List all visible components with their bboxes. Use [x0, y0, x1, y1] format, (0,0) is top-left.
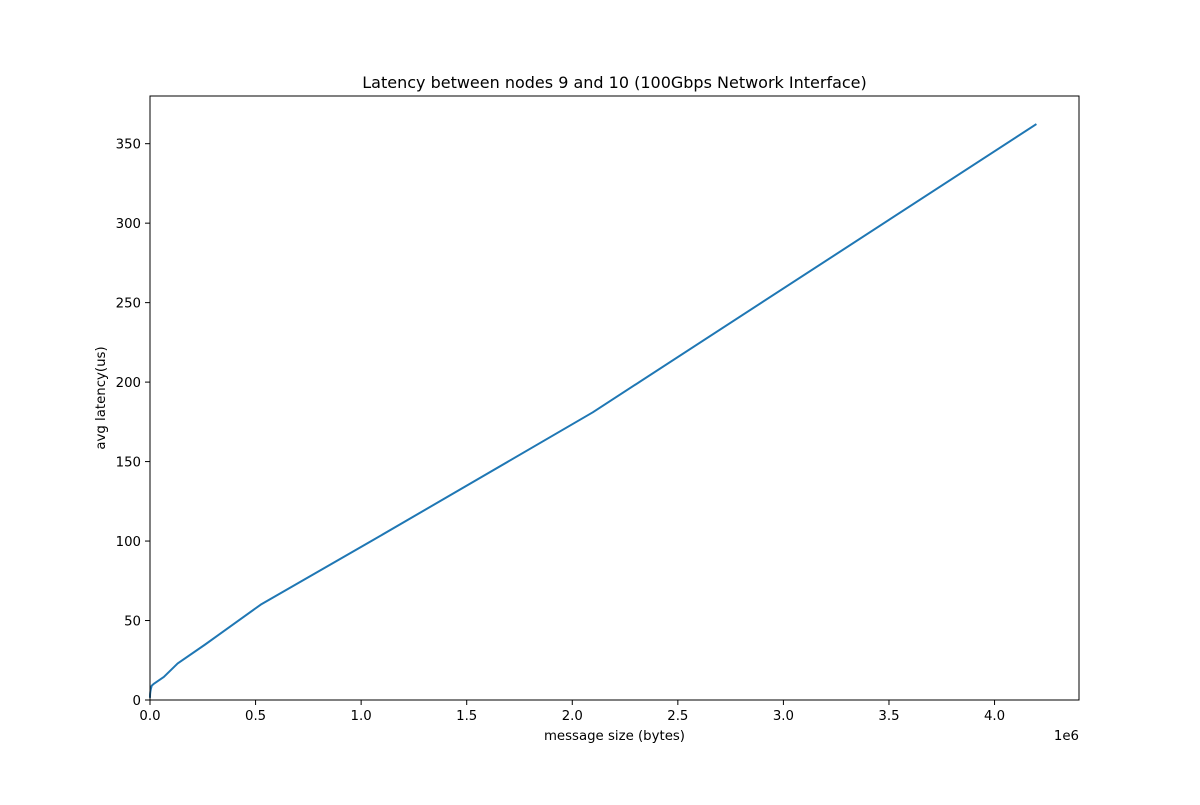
y-tick-label: 150: [116, 456, 141, 471]
plot-frame: [149, 95, 1080, 701]
x-axis: 0.0 0.5 1.0 1.5 2.0 2.5 3.0 3.5 4.0: [139, 700, 1005, 724]
x-tick-label: 3.0: [773, 709, 794, 724]
y-tick-label: 200: [116, 376, 141, 391]
x-tick-label: 2.5: [667, 709, 688, 724]
y-tick-label: 250: [116, 297, 141, 312]
x-axis-label: message size (bytes): [544, 729, 685, 744]
x-tick-label: 1.0: [351, 709, 372, 724]
x-axis-offset-label: 1e6: [1054, 729, 1079, 744]
x-tick-label: 0.5: [245, 709, 266, 724]
y-tick-label: 350: [116, 138, 141, 153]
x-tick-label: 2.0: [562, 709, 583, 724]
x-tick-label: 0.0: [139, 709, 160, 724]
x-tick-label: 3.5: [878, 709, 899, 724]
y-tick-label: 0: [133, 694, 141, 709]
y-axis-label: avg latency(us): [94, 346, 109, 449]
y-tick-label: 50: [124, 615, 141, 630]
y-tick-label: 300: [116, 217, 141, 232]
x-tick-label: 4.0: [984, 709, 1005, 724]
chart-title: Latency between nodes 9 and 10 (100Gbps …: [362, 73, 867, 92]
y-tick-label: 100: [116, 535, 141, 550]
x-tick-label: 1.5: [456, 709, 477, 724]
y-axis: 0 50 100 150 200 250 300 350: [116, 138, 150, 709]
